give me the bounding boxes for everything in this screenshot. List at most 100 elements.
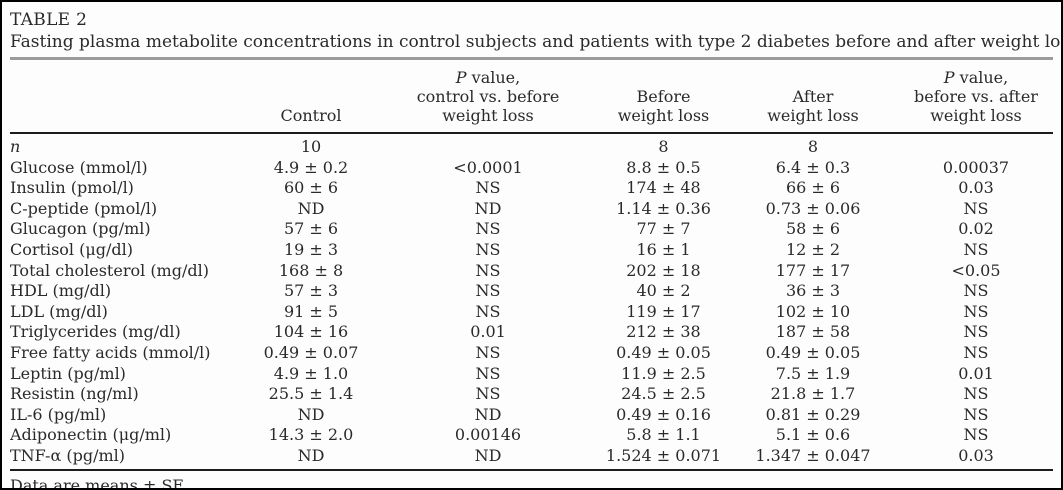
table-row: TNF-α (pg/ml) ND ND 1.524 ± 0.071 1.347 ± 0.… (10, 446, 1053, 467)
table-row: Glucose (mmol/l) 4.9 ± 0.2 <0.0001 8.8 ± 0.… (10, 158, 1053, 179)
cell-control: 91 ± 5 (283, 301, 339, 321)
table-row: Triglycerides (mg/dl) 104 ± 16 0.01 212 ± 3… (10, 322, 1053, 343)
cell-pvalue-before-vs-after: 0.00037 (942, 157, 1010, 177)
cell-control: 4.9 ± 0.2 (273, 157, 349, 177)
table-row: C-peptide (pmol/l) ND ND 1.14 ± 0.36 0.73 ± … (10, 199, 1053, 220)
table-row: Cortisol (μg/dl) 19 ± 3 NS 16 ± 1 12 ± 2 NS (10, 240, 1053, 261)
cell-pvalue-before-vs-after: 0.01 (958, 363, 994, 383)
row-label: Glucose (mmol/l) (10, 157, 148, 177)
cell-before-weight-loss: 24.5 ± 2.5 (621, 384, 706, 404)
cell-pvalue-before-vs-after: NS (963, 342, 989, 362)
cell-after-weight-loss: 187 ± 58 (775, 322, 851, 342)
row-label: C-peptide (pmol/l) (10, 198, 158, 218)
cell-before-weight-loss: 16 ± 1 (636, 239, 691, 259)
cell-pvalue-control-vs-before: NS (475, 363, 501, 383)
cell-pvalue-control-vs-before: ND (474, 445, 502, 465)
cell-pvalue-before-vs-after: 0.02 (958, 219, 994, 239)
header-rowlabel-spacer (10, 60, 246, 134)
cell-pvalue-before-vs-after: NS (963, 404, 989, 424)
caption-divider-rule (10, 57, 1053, 60)
cell-control: 25.5 ± 1.4 (268, 384, 354, 404)
row-label: Insulin (pmol/l) (10, 178, 134, 198)
cell-control: ND (297, 198, 325, 218)
table-row: LDL (mg/dl) 91 ± 5 NS 119 ± 17 102 ± 10 NS (10, 302, 1053, 323)
cell-pvalue-before-vs-after: NS (963, 239, 989, 259)
cell-control: 168 ± 8 (278, 260, 344, 280)
cell-pvalue-control-vs-before: NS (475, 301, 501, 321)
cell-pvalue-before-vs-after: NS (963, 384, 989, 404)
row-label: n (10, 137, 21, 156)
row-label: HDL (mg/dl) (10, 281, 112, 301)
cell-after-weight-loss: 36 ± 3 (785, 281, 841, 301)
row-label: Resistin (ng/ml) (10, 384, 139, 404)
cell-control: 60 ± 6 (283, 178, 339, 198)
cell-pvalue-before-vs-after: 0.03 (958, 445, 994, 465)
cell-after-weight-loss: 8 (807, 137, 819, 156)
row-label: TNF-α (pg/ml) (10, 445, 125, 465)
cell-control: 14.3 ± 2.0 (268, 425, 354, 445)
cell-after-weight-loss: 66 ± 6 (785, 178, 841, 198)
cell-pvalue-control-vs-before: NS (475, 281, 501, 301)
cell-after-weight-loss: 0.81 ± 0.29 (765, 404, 861, 424)
cell-after-weight-loss: 12 ± 2 (785, 239, 841, 259)
header-pvalue-control-vs-before: P value, control vs. before weight loss (376, 60, 600, 134)
cell-after-weight-loss: 0.73 ± 0.06 (765, 198, 861, 218)
cell-after-weight-loss: 21.8 ± 1.7 (770, 384, 856, 404)
cell-after-weight-loss: 7.5 ± 1.9 (775, 363, 851, 383)
table-row: Insulin (pmol/l) 60 ± 6 NS 174 ± 48 66 ± 6 0.… (10, 178, 1053, 199)
cell-before-weight-loss: 11.9 ± 2.5 (621, 363, 706, 383)
table-row: IL-6 (pg/ml) ND ND 0.49 ± 0.16 0.81 ± 0.29 NS (10, 405, 1053, 426)
cell-before-weight-loss: 0.49 ± 0.05 (616, 342, 711, 362)
cell-control: 10 (300, 137, 322, 156)
header-after-weight-loss: After weight loss (727, 60, 899, 134)
table-row: n 10 8 8 (10, 133, 1053, 158)
table-caption: Fasting plasma metabolite concentrations… (10, 32, 1063, 52)
cell-pvalue-before-vs-after: 0.03 (958, 178, 994, 198)
cell-before-weight-loss: 8.8 ± 0.5 (626, 157, 701, 177)
row-label: Cortisol (μg/dl) (10, 239, 133, 259)
cell-before-weight-loss: 8 (658, 137, 669, 156)
row-label: LDL (mg/dl) (10, 301, 108, 321)
table-row: Adiponectin (μg/ml) 14.3 ± 2.0 0.00146 5.8 … (10, 425, 1053, 446)
cell-pvalue-control-vs-before: ND (474, 404, 502, 424)
cell-control: ND (297, 445, 325, 465)
cell-pvalue-control-vs-before: NS (475, 260, 501, 280)
header-control: Control (246, 60, 376, 134)
cell-before-weight-loss: 40 ± 2 (636, 281, 691, 301)
footnote-divider-rule (10, 468, 1053, 471)
table-row: HDL (mg/dl) 57 ± 3 NS 40 ± 2 36 ± 3 NS (10, 281, 1053, 302)
cell-pvalue-before-vs-after: <0.05 (951, 260, 1001, 280)
table-row: Free fatty acids (mmol/l) 0.49 ± 0.07 NS 0.… (10, 343, 1053, 364)
row-label: Total cholesterol (mg/dl) (10, 260, 209, 280)
row-label: Triglycerides (mg/dl) (10, 322, 181, 342)
row-label: Leptin (pg/ml) (10, 363, 126, 383)
table-row: Total cholesterol (mg/dl) 168 ± 8 NS 202 ± … (10, 261, 1053, 282)
cell-control: 57 ± 3 (283, 281, 339, 301)
table-body: n 10 8 8 Glucose (mmol/l) 4.9 ± 0.2 <0.0001 8.8… (10, 133, 1053, 467)
cell-before-weight-loss: 202 ± 18 (626, 260, 701, 280)
header-before-weight-loss: Before weight loss (600, 60, 727, 134)
cell-after-weight-loss: 102 ± 10 (775, 301, 851, 321)
cell-pvalue-control-vs-before (376, 133, 600, 158)
cell-after-weight-loss: 1.347 ± 0.047 (755, 445, 871, 465)
cell-pvalue-before-vs-after: NS (963, 301, 989, 321)
table-number-label: TABLE 2 (10, 10, 88, 30)
cell-pvalue-control-vs-before: NS (475, 178, 501, 198)
cell-before-weight-loss: 0.49 ± 0.16 (616, 404, 711, 424)
cell-before-weight-loss: 119 ± 17 (626, 301, 701, 321)
cell-pvalue-control-vs-before: NS (475, 239, 501, 259)
cell-control: 57 ± 6 (283, 219, 339, 239)
cell-control: 0.49 ± 0.07 (263, 342, 359, 362)
cell-control: 19 ± 3 (283, 239, 339, 259)
header-pvalue-before-vs-after: P value, before vs. after weight loss (899, 60, 1053, 134)
cell-after-weight-loss: 5.1 ± 0.6 (775, 425, 851, 445)
caption-block: TABLE 2 Fasting plasma metabolite concen… (10, 9, 1063, 54)
cell-control: 104 ± 16 (273, 322, 349, 342)
cell-after-weight-loss: 6.4 ± 0.3 (775, 157, 851, 177)
cell-pvalue-before-vs-after: NS (963, 322, 989, 342)
table-row: Resistin (ng/ml) 25.5 ± 1.4 NS 24.5 ± 2.5 21… (10, 384, 1053, 405)
cell-after-weight-loss: 0.49 ± 0.05 (765, 342, 861, 362)
cell-pvalue-before-vs-after: NS (963, 425, 989, 445)
table-row: Glucagon (pg/ml) 57 ± 6 NS 77 ± 7 58 ± 6 0.02 (10, 219, 1053, 240)
